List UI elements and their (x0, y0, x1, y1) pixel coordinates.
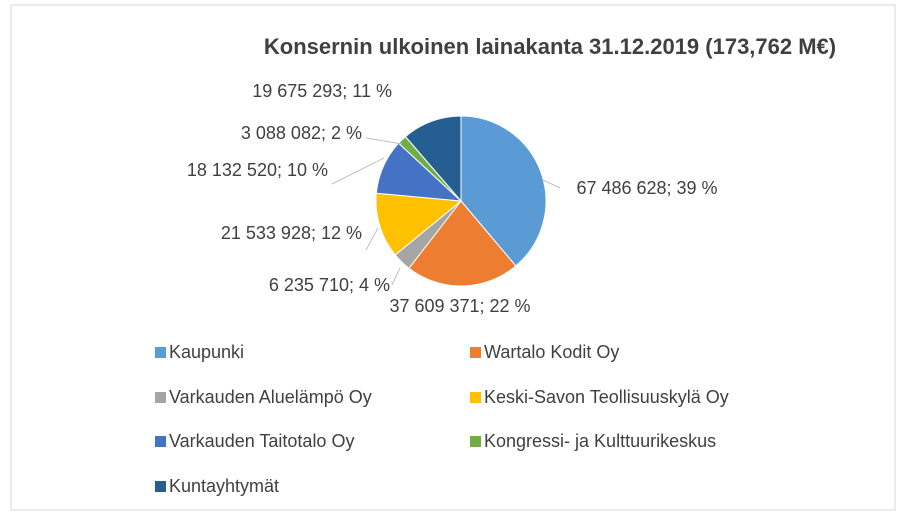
data-label: 3 088 082; 2 % (240, 123, 362, 143)
legend-item: Keski-Savon Teollisuuskylä Oy (470, 387, 729, 408)
data-label: 21 533 928; 12 % (220, 223, 362, 243)
data-label: 37 609 371; 22 % (389, 296, 531, 316)
legend-item: Wartalo Kodit Oy (470, 342, 619, 363)
legend-swatch (470, 347, 481, 358)
legend-item: Kongressi- ja Kulttuurikeskus (470, 431, 716, 452)
legend-label: Kongressi- ja Kulttuurikeskus (484, 431, 717, 452)
pie-slice (404, 115, 462, 203)
pie-slice (408, 200, 517, 287)
pie-slice (460, 115, 547, 267)
leader-line (391, 267, 401, 286)
leader-line (542, 179, 561, 189)
legend-swatch (155, 391, 166, 403)
legend-label: Varkauden Aluelämpö Oy (169, 386, 372, 407)
leader-line (331, 157, 385, 185)
chart-title: Konsernin ulkoinen lainakanta 31.12.2019… (263, 34, 837, 59)
legend-item: Varkauden Taitotalo Oy (155, 431, 354, 452)
data-label: 67 486 628; 39 % (576, 178, 718, 198)
legend-swatch (155, 347, 166, 358)
data-label: 19 675 293; 11 % (252, 81, 392, 101)
data-label: 18 132 520; 10 % (186, 160, 328, 180)
legend-swatch (155, 481, 166, 493)
data-label: 6 235 710; 4 % (268, 275, 390, 295)
pie-slice (375, 192, 463, 256)
legend-label: Kaupunki (169, 342, 245, 362)
legend-swatch (155, 436, 166, 448)
legend-swatch (470, 391, 481, 403)
chart-border (10, 4, 896, 511)
leader-line (365, 227, 379, 251)
legend-item: Kaupunki (155, 342, 244, 363)
legend-label: Keski-Savon Teollisuuskylä Oy (484, 386, 729, 407)
legend-label: Varkauden Taitotalo Oy (169, 431, 355, 452)
legend-item: Kuntayhtymät (155, 476, 279, 497)
legend-swatch (470, 436, 481, 448)
legend-label: Wartalo Kodit Oy (484, 342, 620, 362)
legend-label: Kuntayhtymät (169, 476, 280, 497)
legend-item: Varkauden Aluelämpö Oy (155, 387, 372, 408)
leader-line (365, 137, 403, 145)
